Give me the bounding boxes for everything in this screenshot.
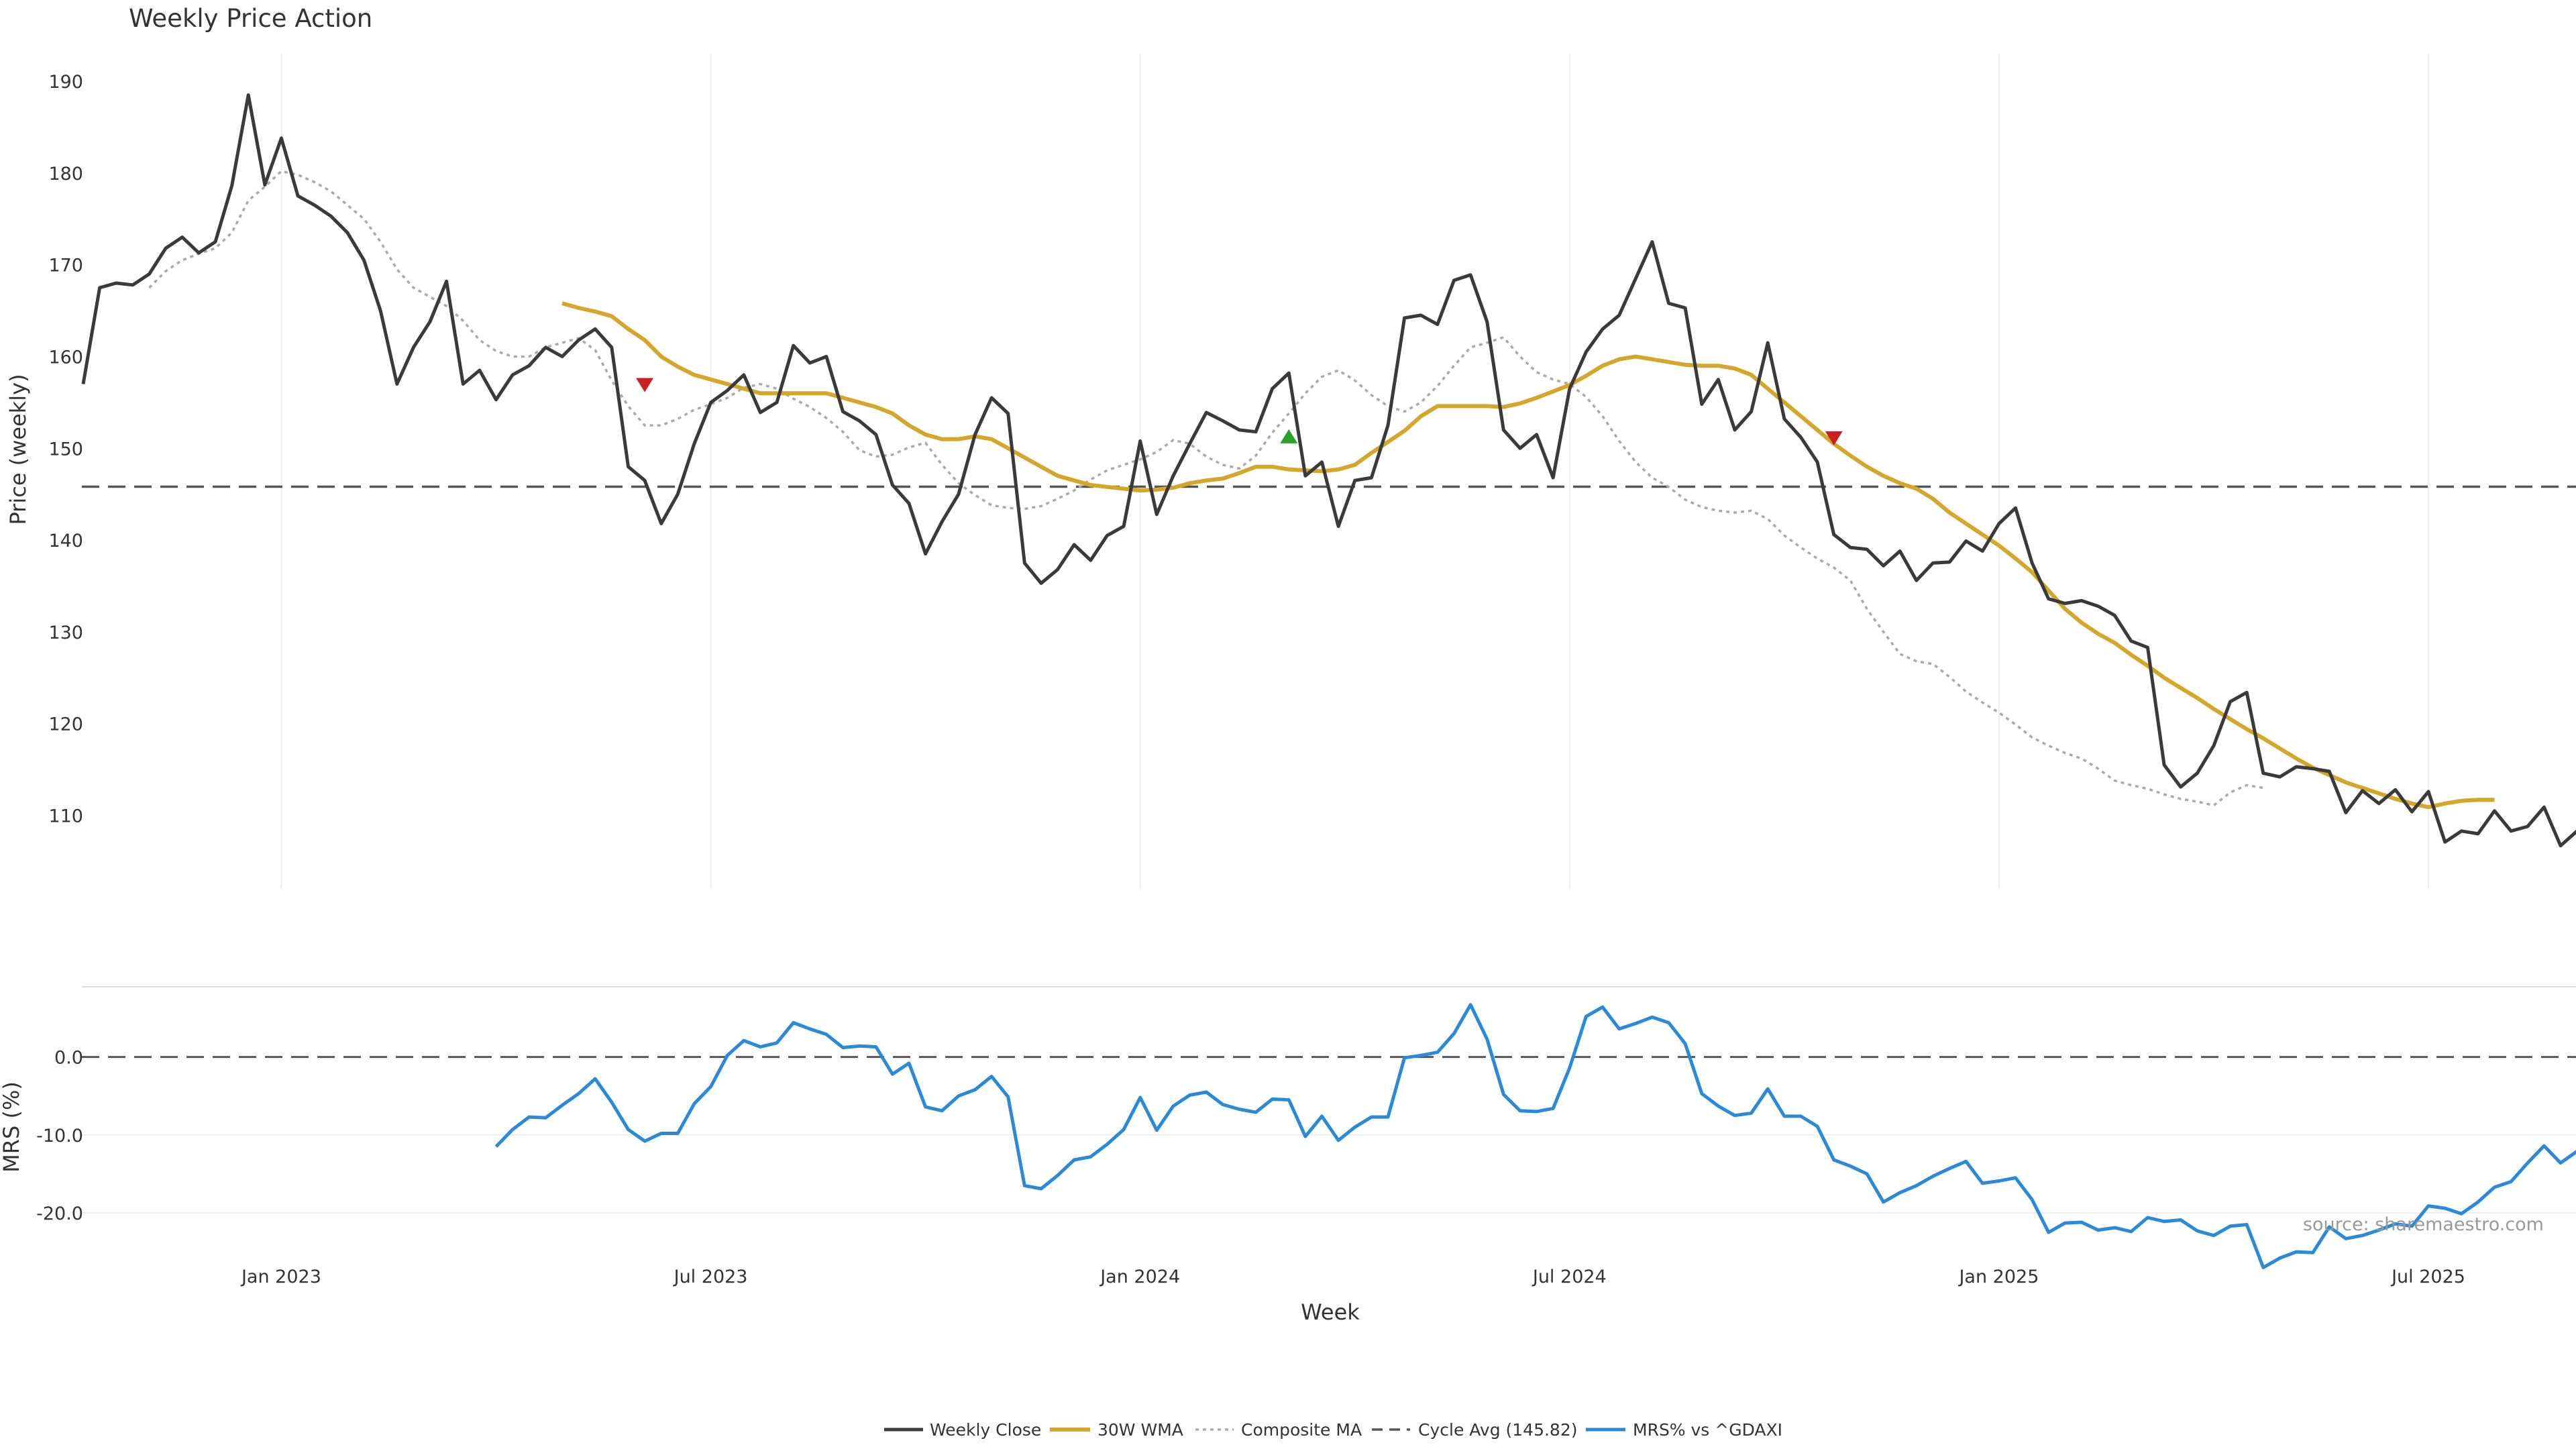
sell-signal-marker: [636, 378, 654, 392]
top-gridlines: [280, 54, 2430, 889]
price-y-tick-label: 140: [48, 531, 83, 551]
sell-signal-marker: [1825, 431, 1843, 445]
mrs-y-axis-label: MRS (%): [0, 1081, 24, 1173]
legend-label-mrs: MRS% vs ^GDAXI: [1633, 1420, 1782, 1440]
price-y-tick-label: 170: [48, 256, 83, 276]
price-y-tick-label: 180: [48, 164, 83, 184]
x-tick-label: Jan 2023: [240, 1267, 321, 1287]
mrs-y-tick-label: -20.0: [36, 1203, 83, 1224]
mrs-y-tick-label: -10.0: [36, 1126, 83, 1146]
mrs-line: [494, 1003, 2576, 1269]
x-ticks: Jan 2023 Jul 2023 Jan 2024 Jul 2024 Jan 2025…: [240, 1267, 2465, 1287]
mrs-y-tick-label: 0.0: [54, 1048, 83, 1069]
x-axis-label: Week: [1301, 1299, 1360, 1325]
x-tick-label: Jul 2023: [673, 1267, 748, 1287]
price-y-ticks: 110 120 130 140 150 160 170 180 190: [48, 72, 83, 827]
price-y-axis-label: Price (weekly): [5, 374, 31, 525]
price-y-tick-label: 110: [48, 806, 83, 827]
buy-signal-marker: [1280, 429, 1298, 443]
x-tick-label: Jul 2024: [1532, 1267, 1607, 1287]
price-y-tick-label: 120: [48, 714, 83, 735]
legend-label-composite: Composite MA: [1241, 1420, 1362, 1440]
legend-label-wma: 30W WMA: [1097, 1420, 1183, 1440]
price-y-tick-label: 160: [48, 347, 83, 368]
mrs-y-ticks: 0.0 -10.0 -20.0: [36, 1048, 83, 1224]
composite-ma-line: [148, 170, 2264, 807]
bottom-gridlines: [82, 1134, 2576, 1214]
legend: Weekly Close 30W WMA Composite MA Cycle …: [884, 1420, 1782, 1440]
legend-label-close: Weekly Close: [930, 1420, 1041, 1440]
x-tick-label: Jan 2024: [1099, 1267, 1180, 1287]
signal-markers: [636, 378, 1843, 445]
wma-30w-line: [561, 301, 2495, 810]
x-tick-label: Jul 2025: [2390, 1267, 2465, 1287]
legend-label-cycle: Cycle Avg (145.82): [1418, 1420, 1578, 1440]
weekly-close-line: [81, 93, 2576, 848]
chart-title: Weekly Price Action: [129, 4, 372, 33]
source-note: source: sharemaestro.com: [2303, 1214, 2544, 1235]
price-y-tick-label: 150: [48, 439, 83, 460]
x-tick-label: Jan 2025: [1957, 1267, 2039, 1287]
price-y-tick-label: 190: [48, 72, 83, 93]
price-y-tick-label: 130: [48, 623, 83, 643]
